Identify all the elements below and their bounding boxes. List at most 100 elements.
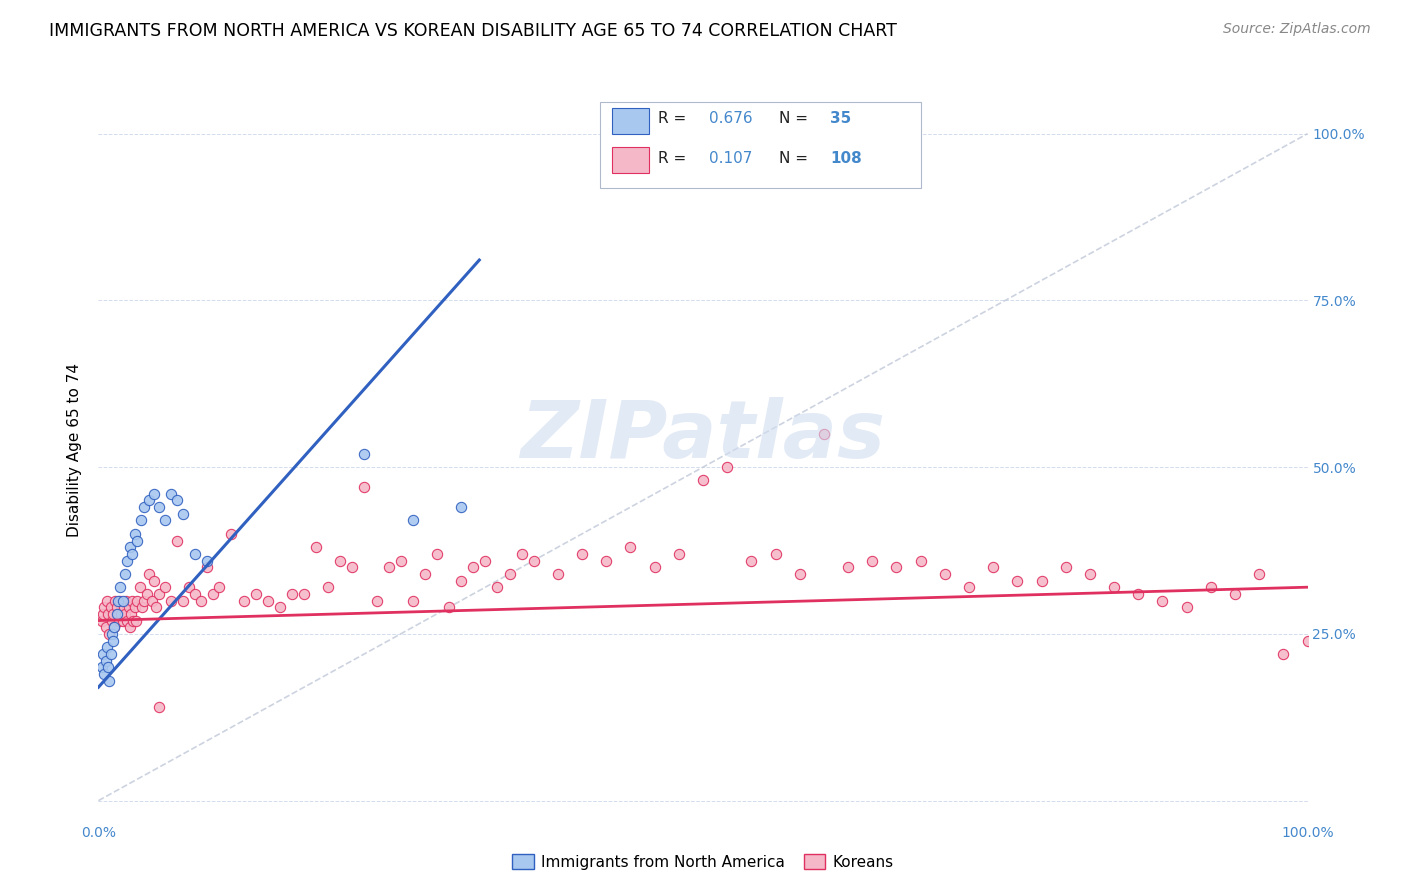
Point [135,587,157,601]
Point [160,593,183,607]
Point [98,627,121,641]
Point [595,553,617,567]
Point [202,587,225,601]
Point [437,600,460,615]
Point [692,474,714,488]
Point [1249,566,1271,581]
Point [668,547,690,561]
Point [510,547,533,561]
Point [377,560,399,574]
Point [179,580,201,594]
Point [402,593,425,607]
Point [860,553,883,567]
Point [118,600,141,615]
FancyBboxPatch shape [600,103,921,187]
Text: R =: R = [658,152,686,166]
Point [716,460,738,475]
Point [450,574,472,588]
Point [121,547,143,561]
Point [450,500,472,515]
Point [124,600,146,615]
Point [1054,560,1077,574]
Point [107,593,129,607]
Point [100,627,122,641]
Point [114,607,136,621]
Point [138,493,160,508]
Text: IMMIGRANTS FROM NORTH AMERICA VS KOREAN DISABILITY AGE 65 TO 74 CORRELATION CHAR: IMMIGRANTS FROM NORTH AMERICA VS KOREAN … [49,22,897,40]
Point [101,633,124,648]
Point [1007,574,1029,588]
Point [100,614,122,628]
Point [97,660,120,674]
Text: R =: R = [658,112,686,127]
Point [108,614,131,628]
Point [190,593,212,607]
Point [96,640,118,655]
Point [1078,566,1101,581]
Point [111,614,134,628]
Point [1152,593,1174,607]
Point [547,566,569,581]
Point [184,547,207,561]
Point [316,580,339,594]
Point [910,553,932,567]
Point [127,593,149,607]
Point [245,587,267,601]
Point [281,587,304,601]
Text: 35: 35 [830,112,851,127]
Point [463,560,485,574]
Text: N =: N = [779,152,808,166]
Point [98,673,121,688]
Point [111,593,134,607]
Point [148,500,170,515]
Point [1175,600,1198,615]
Point [141,593,163,607]
Y-axis label: Disability Age 65 to 74: Disability Age 65 to 74 [67,363,83,538]
Point [886,560,908,574]
Point [256,593,278,607]
Point [426,547,449,561]
Point [153,580,176,594]
Point [208,580,231,594]
Point [402,514,425,528]
Point [474,553,496,567]
Point [112,600,135,615]
Point [103,620,125,634]
Text: Source: ZipAtlas.com: Source: ZipAtlas.com [1223,22,1371,37]
Point [91,647,114,661]
Point [934,566,956,581]
Point [740,553,762,567]
Point [120,607,142,621]
Point [131,600,153,615]
Point [100,647,122,661]
Point [1031,574,1053,588]
Point [138,566,160,581]
Text: 0.676: 0.676 [709,112,752,127]
Point [1223,587,1246,601]
Point [1128,587,1150,601]
Point [128,580,150,594]
Legend: Immigrants from North America, Koreans: Immigrants from North America, Koreans [506,848,900,876]
Point [145,600,167,615]
Point [93,666,115,681]
Point [153,514,176,528]
Point [498,566,520,581]
Point [91,660,114,674]
Point [122,614,145,628]
Point [115,593,138,607]
Point [91,614,114,628]
Point [813,426,835,441]
Point [143,487,166,501]
Point [117,614,139,628]
Point [143,574,166,588]
Point [486,580,509,594]
Text: 108: 108 [830,152,862,166]
Point [114,566,136,581]
FancyBboxPatch shape [613,108,648,134]
Point [100,600,122,615]
Point [94,654,117,668]
Point [619,540,641,554]
Point [353,447,375,461]
Point [96,593,118,607]
Point [269,600,291,615]
